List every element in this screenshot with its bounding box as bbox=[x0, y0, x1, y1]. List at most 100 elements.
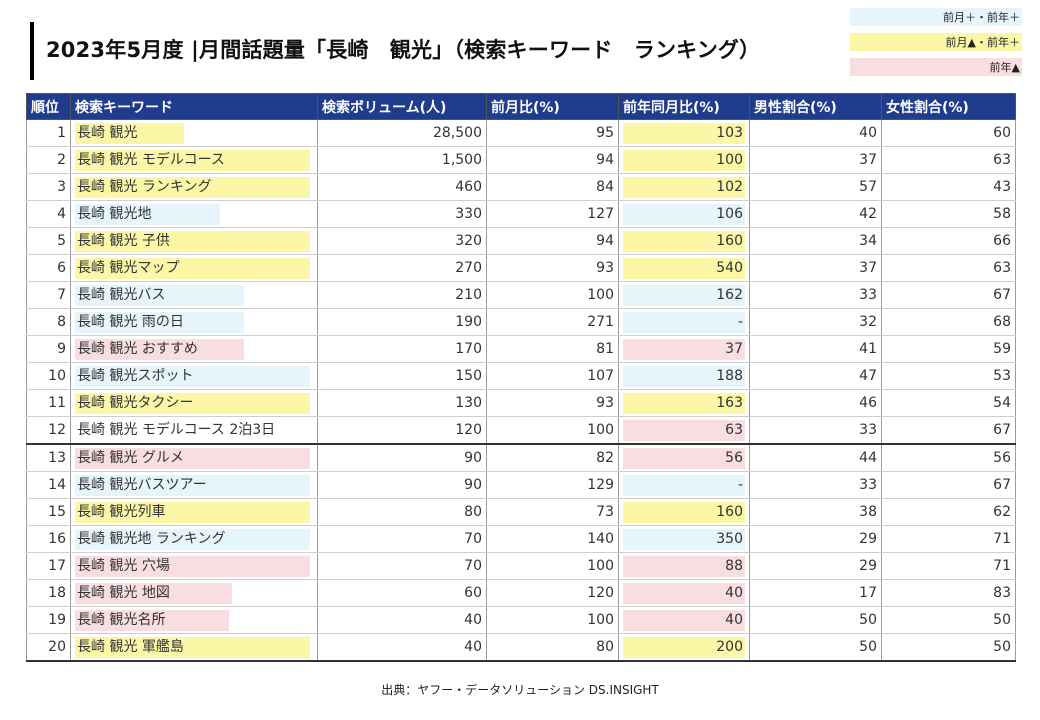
table-row: 19 長崎 観光名所 40 100 40 50 50 bbox=[26, 606, 1016, 634]
yoy-cell: 100 bbox=[618, 146, 750, 174]
rank-cell: 17 bbox=[26, 552, 71, 580]
mom-cell: 140 bbox=[486, 525, 619, 553]
keyword-text: 長崎 観光 穴場 bbox=[75, 555, 311, 577]
male-cell: 37 bbox=[749, 254, 882, 282]
female-cell: 63 bbox=[881, 254, 1016, 282]
mom-cell: 95 bbox=[486, 119, 619, 147]
female-cell: 67 bbox=[881, 416, 1016, 445]
mom-cell: 100 bbox=[486, 416, 619, 445]
page-title: 2023年5月度 |月間話題量「長崎 観光」（検索キーワード ランキング） bbox=[46, 38, 761, 62]
male-cell: 37 bbox=[749, 146, 882, 174]
volume-cell: 190 bbox=[317, 308, 487, 336]
keyword-cell: 長崎 観光タクシー bbox=[70, 389, 318, 417]
yoy-cell: 188 bbox=[618, 362, 750, 390]
yoy-value: 88 bbox=[623, 555, 745, 577]
table-row: 1 長崎 観光 28,500 95 103 40 60 bbox=[26, 119, 1016, 147]
table-body: 1 長崎 観光 28,500 95 103 40 60 2 長崎 観光 モデルコース 1,500 9… bbox=[26, 119, 1016, 662]
mom-cell: 100 bbox=[486, 606, 619, 634]
yoy-value: 350 bbox=[623, 528, 745, 550]
male-cell: 38 bbox=[749, 498, 882, 526]
mom-cell: 81 bbox=[486, 335, 619, 363]
male-cell: 33 bbox=[749, 281, 882, 309]
yoy-cell: 350 bbox=[618, 525, 750, 553]
mom-cell: 107 bbox=[486, 362, 619, 390]
yoy-value: - bbox=[623, 311, 745, 333]
yoy-cell: - bbox=[618, 308, 750, 336]
header-mom: 前月比(%) bbox=[486, 93, 619, 120]
yoy-cell: 103 bbox=[618, 119, 750, 147]
mom-cell: 100 bbox=[486, 552, 619, 580]
female-cell: 67 bbox=[881, 471, 1016, 499]
mom-cell: 93 bbox=[486, 254, 619, 282]
table-row: 14 長崎 観光バスツアー 90 129-33 67 bbox=[26, 471, 1016, 499]
yoy-value: 102 bbox=[623, 176, 745, 198]
male-cell: 29 bbox=[749, 552, 882, 580]
color-legend: 前月＋・前年＋ 前月▲・前年＋ 前年▲ bbox=[850, 6, 1030, 81]
rank-cell: 4 bbox=[26, 200, 71, 228]
rank-cell: 13 bbox=[26, 444, 71, 472]
female-cell: 60 bbox=[881, 119, 1016, 147]
rank-cell: 20 bbox=[26, 633, 71, 662]
legend-swatch bbox=[850, 8, 1022, 26]
table-header-row: 順位 検索キーワード 検索ボリューム(人) 前月比(%) 前年同月比(%) 男性… bbox=[26, 93, 1016, 120]
rank-cell: 6 bbox=[26, 254, 71, 282]
keyword-cell: 長崎 観光 子供 bbox=[70, 227, 318, 255]
header-female: 女性割合(%) bbox=[881, 93, 1016, 120]
male-cell: 44 bbox=[749, 444, 882, 472]
keyword-cell: 長崎 観光 おすすめ bbox=[70, 335, 318, 363]
volume-cell: 460 bbox=[317, 173, 487, 201]
male-cell: 33 bbox=[749, 471, 882, 499]
male-cell: 33 bbox=[749, 416, 882, 445]
yoy-cell: 200 bbox=[618, 633, 750, 662]
volume-cell: 40 bbox=[317, 633, 487, 662]
rank-cell: 5 bbox=[26, 227, 71, 255]
keyword-cell: 長崎 観光地 ランキング bbox=[70, 525, 318, 553]
yoy-value: 40 bbox=[623, 609, 745, 631]
yoy-cell: 162 bbox=[618, 281, 750, 309]
keyword-cell: 長崎 観光バス bbox=[70, 281, 318, 309]
legend-item-down-up: 前月▲・前年＋ bbox=[850, 31, 1030, 56]
mom-cell: 93 bbox=[486, 389, 619, 417]
rank-cell: 18 bbox=[26, 579, 71, 607]
mom-cell: 94 bbox=[486, 146, 619, 174]
table-row: 16 長崎 観光地 ランキング 70 140 350 29 71 bbox=[26, 525, 1016, 553]
female-cell: 53 bbox=[881, 362, 1016, 390]
rank-cell: 9 bbox=[26, 335, 71, 363]
mom-cell: 271 bbox=[486, 308, 619, 336]
volume-cell: 270 bbox=[317, 254, 487, 282]
keyword-text: 長崎 観光タクシー bbox=[75, 392, 311, 414]
legend-label: 前年▲ bbox=[989, 61, 1020, 74]
keyword-text: 長崎 観光 モデルコース 2泊3日 bbox=[77, 421, 276, 438]
male-cell: 40 bbox=[749, 119, 882, 147]
keyword-text: 長崎 観光 おすすめ bbox=[75, 338, 244, 360]
volume-cell: 210 bbox=[317, 281, 487, 309]
table-row: 9 長崎 観光 おすすめ 170 81 37 41 59 bbox=[26, 335, 1016, 363]
keyword-text: 長崎 観光列車 bbox=[75, 501, 311, 523]
keyword-cell: 長崎 観光 モデルコース 2泊3日 bbox=[70, 416, 318, 445]
keyword-text: 長崎 観光 地図 bbox=[75, 582, 232, 604]
table-row: 18 長崎 観光 地図 60 120 40 17 83 bbox=[26, 579, 1016, 607]
mom-cell: 94 bbox=[486, 227, 619, 255]
rank-cell: 15 bbox=[26, 498, 71, 526]
yoy-value: - bbox=[623, 474, 745, 496]
rank-cell: 2 bbox=[26, 146, 71, 174]
volume-cell: 330 bbox=[317, 200, 487, 228]
female-cell: 71 bbox=[881, 552, 1016, 580]
keyword-cell: 長崎 観光 軍艦島 bbox=[70, 633, 318, 662]
keyword-cell: 長崎 観光名所 bbox=[70, 606, 318, 634]
keyword-cell: 長崎 観光 地図 bbox=[70, 579, 318, 607]
table-row: 5 長崎 観光 子供 320 94 160 34 66 bbox=[26, 227, 1016, 255]
keyword-cell: 長崎 観光地 bbox=[70, 200, 318, 228]
volume-cell: 120 bbox=[317, 416, 487, 445]
table-row: 12 長崎 観光 モデルコース 2泊3日 120 100 63 33 67 bbox=[26, 416, 1016, 445]
yoy-value: 103 bbox=[623, 122, 745, 144]
mom-cell: 100 bbox=[486, 281, 619, 309]
keyword-cell: 長崎 観光 グルメ bbox=[70, 444, 318, 472]
yoy-cell: 540 bbox=[618, 254, 750, 282]
keyword-text: 長崎 観光バスツアー bbox=[75, 474, 311, 496]
table-row: 10 長崎 観光スポット 150 107 188 47 53 bbox=[26, 362, 1016, 390]
mom-cell: 127 bbox=[486, 200, 619, 228]
header-rank: 順位 bbox=[26, 93, 71, 120]
header-male: 男性割合(%) bbox=[749, 93, 882, 120]
volume-cell: 28,500 bbox=[317, 119, 487, 147]
